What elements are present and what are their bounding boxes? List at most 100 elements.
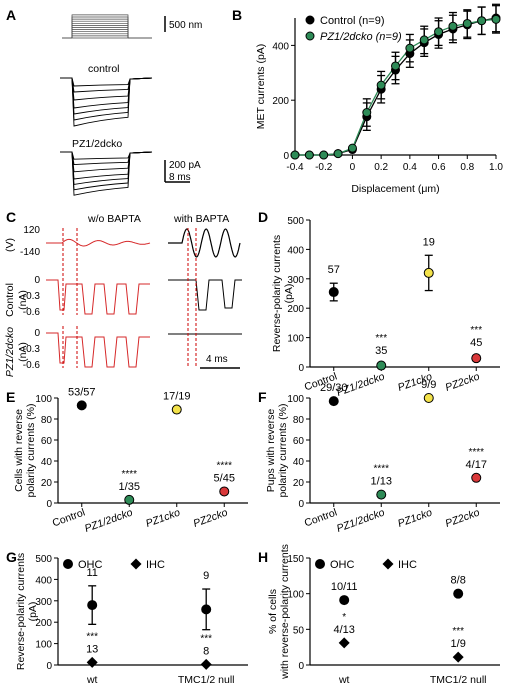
f-category-label: PZ1cko — [396, 506, 434, 530]
e-significance-stars: **** — [121, 469, 137, 480]
panel-label-e: E — [6, 389, 15, 405]
b-point — [405, 43, 415, 53]
f-ytick-label: 40 — [293, 457, 305, 468]
h-legend-label: OHC — [330, 559, 355, 571]
ytick-pz-03: -0.3 — [23, 344, 41, 355]
h-point-ohc — [339, 595, 350, 606]
current-trace-with-bapta — [168, 279, 242, 311]
row-label-pz-unit: (nA) — [17, 342, 29, 362]
ytick-pz-06: -0.6 — [23, 360, 41, 371]
h-significance-stars: * — [342, 612, 346, 623]
scale-label-time: 4 ms — [206, 354, 228, 365]
f-count-label: 1/13 — [371, 476, 392, 488]
b-point — [304, 150, 314, 160]
f-category-label: PZ2cko — [444, 506, 482, 530]
h-category-label: wt — [338, 674, 350, 686]
h-count-label: 1/9 — [451, 638, 466, 650]
b-point — [448, 21, 458, 31]
e-category-label: PZ1cko — [144, 506, 182, 530]
f-ytick-label: 0 — [298, 499, 304, 510]
col-title-with-bapta: with BAPTA — [173, 213, 229, 225]
g-legend-label: IHC — [146, 559, 165, 571]
h-count-label: 4/13 — [333, 624, 354, 636]
f-count-label: 4/17 — [466, 459, 487, 471]
met-current-trace — [60, 77, 153, 93]
b-legend-label: PZ1/2dcko (n=9) — [320, 31, 402, 43]
g-category-label: wt — [86, 674, 98, 686]
h-ylabel: % of cells — [267, 589, 279, 634]
chart-h: 0 50 100 150 wt TMC1/2 null % of cells with rev… — [267, 544, 500, 686]
e-ytick-label: 100 — [35, 394, 52, 405]
h-point-ihc — [452, 651, 464, 663]
b-ytick-label: 0 — [283, 151, 289, 162]
row-label-stim: (V) — [4, 238, 16, 252]
f-ylabel: Pups with reverse — [265, 409, 277, 493]
ytick-ctrl-03: -0.3 — [23, 291, 41, 302]
panel-label-a: A — [6, 7, 16, 23]
panel-label-c: C — [6, 209, 16, 225]
row-label-control: Control — [4, 283, 16, 317]
f-ytick-label: 60 — [293, 436, 305, 447]
ytick-stim-top: 120 — [23, 225, 40, 236]
e-point — [219, 486, 230, 497]
met-current-trace — [60, 151, 153, 196]
b-point — [391, 61, 400, 71]
d-ylabel: Reverse-polarity currents — [271, 235, 283, 352]
trace-title-control: control — [88, 63, 120, 75]
h-ytick-label: 150 — [287, 554, 304, 565]
d-count-label: 45 — [470, 337, 482, 349]
b-point — [333, 149, 343, 159]
scale-label-nm: 500 nm — [169, 20, 202, 31]
b-xtick-label: -0.4 — [286, 162, 304, 173]
b-point — [419, 35, 429, 45]
stimulus-steps — [62, 14, 152, 39]
b-point — [491, 14, 501, 24]
e-ytick-label: 40 — [41, 457, 53, 468]
g-significance-stars: *** — [200, 633, 212, 644]
f-point — [471, 472, 482, 483]
ytick-pz-0: 0 — [34, 328, 40, 339]
d-count-label: 57 — [328, 264, 340, 276]
g-ytick-label: 500 — [35, 554, 52, 565]
g-point-ihc — [86, 656, 98, 668]
b-point — [376, 80, 386, 90]
g-point-ihc — [200, 658, 212, 670]
e-point — [171, 404, 182, 415]
met-current-trace — [60, 151, 153, 180]
h-category-label: TMC1/2 null — [430, 674, 487, 686]
d-point — [328, 287, 339, 298]
b-xtick-label: -0.2 — [315, 162, 333, 173]
h-legend-marker-ohc — [315, 559, 325, 569]
h-significance-stars: *** — [452, 626, 464, 637]
g-significance-stars: *** — [86, 631, 98, 642]
met-current-trace — [60, 151, 153, 166]
d-point — [471, 353, 482, 364]
b-xtick-label: 0.6 — [432, 162, 446, 173]
panel-label-f: F — [258, 389, 267, 405]
b-xtick-label: 0.4 — [403, 162, 417, 173]
b-xtick-label: 0.8 — [460, 162, 474, 173]
d-count-label: 35 — [375, 345, 387, 357]
h-count-label: 8/8 — [451, 575, 466, 587]
g-ytick-label: 300 — [35, 597, 52, 608]
d-ytick-label: 100 — [287, 334, 304, 345]
e-ytick-label: 20 — [41, 478, 53, 489]
trace-title-pz: PZ1/2dcko — [72, 138, 122, 150]
panel-label-h: H — [258, 549, 268, 565]
b-xtick-label: 0 — [350, 162, 356, 173]
b-legend-marker — [305, 31, 315, 41]
d-significance-stars: *** — [375, 333, 387, 344]
scale-label-pa: 200 pA — [169, 160, 201, 171]
e-category-label: Control — [51, 507, 87, 530]
met-current-trace — [60, 151, 153, 191]
g-count-label: 9 — [203, 570, 209, 582]
d-ytick-label: 0 — [298, 363, 304, 374]
f-ytick-label: 100 — [287, 394, 304, 405]
b-xlabel: Displacement (μm) — [351, 183, 439, 195]
panel-c-traces: w/o BAPTA with BAPTA 120 -140 0 -0.3 -0.… — [4, 213, 242, 377]
met-current-trace — [60, 77, 153, 109]
b-legend-marker — [305, 15, 315, 25]
panel-label-d: D — [258, 209, 268, 225]
e-category-label: PZ1/2dcko — [83, 506, 134, 534]
